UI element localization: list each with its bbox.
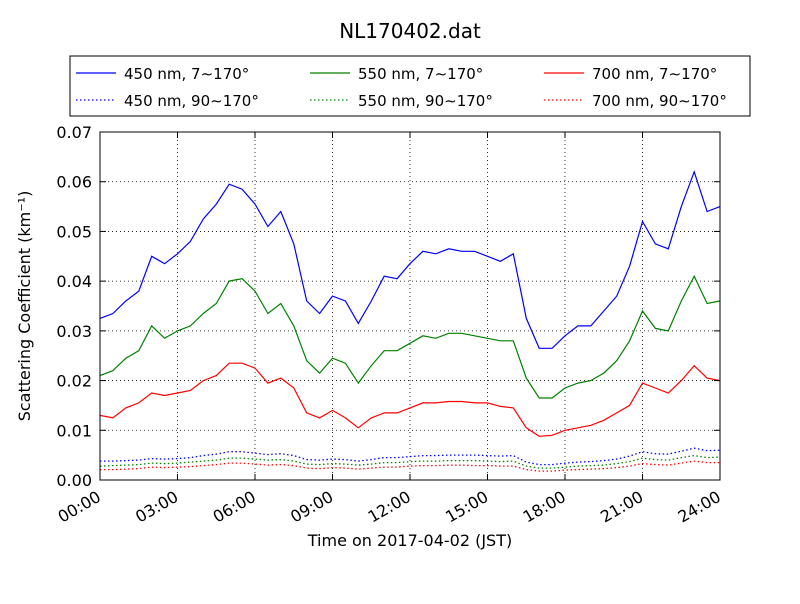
legend-label-3: 550 nm, 90∼170° (358, 92, 493, 110)
series-line-5 (100, 460, 720, 472)
series-line-2 (99, 274, 721, 399)
y-tick-label: 0.06 (56, 173, 92, 192)
series-line-4 (99, 362, 721, 437)
chart-title: NL170402.dat (339, 19, 481, 43)
y-tick-label: 0.03 (56, 322, 92, 341)
x-tick-label: 24:00 (675, 487, 724, 527)
series-line-0 (99, 169, 721, 349)
x-tick-label: 03:00 (132, 487, 181, 527)
x-tick-label: 06:00 (210, 487, 259, 527)
legend-label-2: 550 nm, 7∼170° (358, 65, 483, 83)
x-tick-label: 18:00 (520, 487, 569, 527)
series-line-1 (100, 447, 721, 466)
y-tick-label: 0.01 (56, 421, 92, 440)
legend-label-5: 700 nm, 90∼170° (592, 92, 727, 110)
y-tick-label: 0.07 (56, 123, 92, 142)
legend-label-4: 700 nm, 7∼170° (592, 65, 717, 83)
y-tick-label: 0.04 (56, 272, 92, 291)
y-axis-label: Scattering Coefficient (km⁻¹) (15, 191, 34, 422)
x-tick-label: 00:00 (55, 487, 104, 527)
tick-layer: 00:00 03:00 06:00 09:00 12:00 15:00 18:00 21:00… (55, 123, 724, 527)
legend-label-1: 450 nm, 90∼170° (124, 92, 259, 110)
x-tick-label: 21:00 (597, 487, 646, 527)
legend: 450 nm, 7∼170° 450 nm, 90∼170° 550 nm, 7∼1… (69, 55, 751, 117)
grid-layer (100, 132, 720, 480)
y-tick-label: 0.02 (56, 372, 92, 391)
x-tick-label: 15:00 (442, 487, 491, 527)
legend-box (69, 55, 751, 117)
legend-items: 450 nm, 7∼170° 450 nm, 90∼170° 550 nm, 7∼1… (76, 65, 727, 110)
y-tick-label: 0.05 (56, 222, 92, 241)
y-tick-label: 0.00 (56, 471, 92, 490)
series-layer (99, 169, 721, 472)
legend-label-0: 450 nm, 7∼170° (124, 65, 249, 83)
x-tick-label: 12:00 (365, 487, 414, 527)
x-axis-label: Time on 2017-04-02 (JST) (307, 531, 512, 550)
x-tick-label: 09:00 (287, 487, 336, 527)
